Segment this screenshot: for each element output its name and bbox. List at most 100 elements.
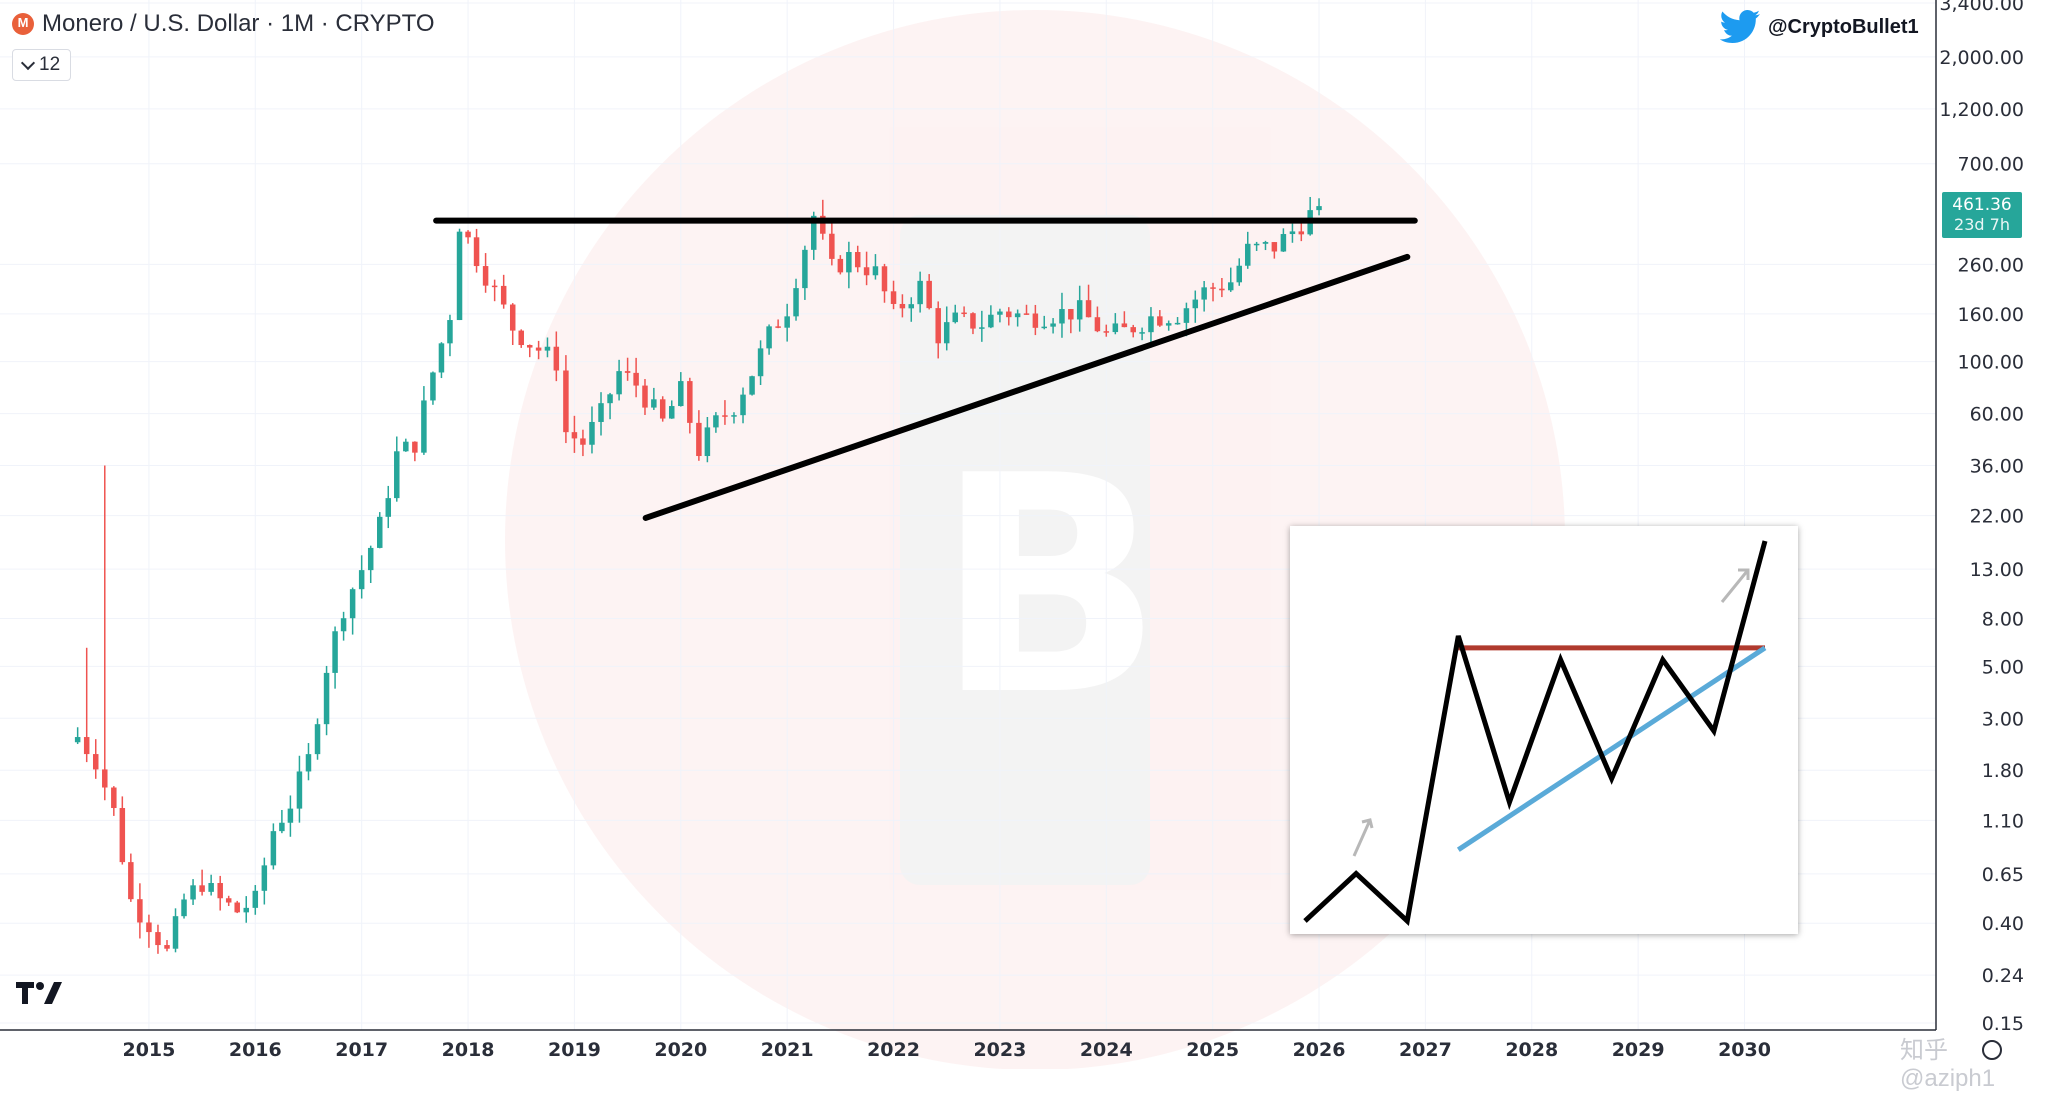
candle bbox=[749, 375, 755, 396]
candle bbox=[829, 220, 835, 266]
candle bbox=[1076, 285, 1083, 332]
candle bbox=[961, 306, 967, 318]
candle bbox=[1139, 327, 1145, 341]
candle bbox=[1262, 240, 1269, 251]
inset-support-line bbox=[1456, 645, 1767, 852]
price-tick-label: 1.80 bbox=[1982, 760, 2024, 782]
last-price-badge: 461.36 23d 7h bbox=[1942, 192, 2022, 238]
candle bbox=[678, 372, 684, 407]
time-tick-label: 2020 bbox=[654, 1039, 707, 1061]
twitter-icon bbox=[1720, 10, 1760, 43]
price-axis[interactable]: 0.15 0.24 0.40 0.65 1.10 1.80 3.00 5.00 8.00 13.0… bbox=[1939, 0, 2024, 1035]
candle bbox=[1085, 284, 1092, 318]
bar-countdown: 23d 7h bbox=[1954, 215, 2010, 234]
time-tick-label: 2016 bbox=[229, 1039, 282, 1061]
tradingview-logo-icon[interactable] bbox=[16, 980, 64, 1014]
time-axis[interactable]: 2015 2016 2017 2018 2019 2020 2021 2022 2023 2024… bbox=[0, 1039, 1771, 1061]
trendlines bbox=[433, 217, 1418, 521]
candle bbox=[793, 278, 799, 321]
candle bbox=[775, 319, 781, 329]
candle bbox=[349, 587, 356, 635]
candle bbox=[659, 396, 666, 422]
inset-arrow-icon bbox=[1352, 818, 1374, 857]
candle bbox=[1059, 292, 1065, 338]
inset-arrow-icon bbox=[1720, 568, 1750, 603]
candle bbox=[589, 406, 595, 454]
candle bbox=[1006, 307, 1012, 326]
candle bbox=[1253, 241, 1260, 251]
indicator-count: 12 bbox=[39, 54, 61, 75]
candle bbox=[651, 387, 657, 410]
candle bbox=[526, 344, 533, 358]
gear-icon[interactable] bbox=[1982, 1040, 2002, 1060]
candle bbox=[482, 253, 489, 293]
candle bbox=[881, 263, 888, 303]
price-tick-label: 700.00 bbox=[1958, 154, 2024, 176]
candle bbox=[164, 940, 170, 952]
candle bbox=[119, 796, 126, 865]
candle bbox=[430, 371, 436, 405]
price-tick-label: 3.00 bbox=[1982, 708, 2024, 730]
candle bbox=[970, 312, 976, 335]
candle bbox=[1245, 231, 1251, 269]
candle bbox=[563, 355, 569, 444]
candle bbox=[988, 305, 994, 329]
candle bbox=[1201, 281, 1207, 312]
candle bbox=[111, 786, 117, 816]
time-tick-label: 2030 bbox=[1718, 1039, 1771, 1061]
candle bbox=[1280, 228, 1287, 252]
candle bbox=[917, 271, 923, 313]
time-tick-label: 2021 bbox=[761, 1039, 814, 1061]
price-tick-label: 100.00 bbox=[1958, 352, 2024, 374]
candle bbox=[740, 387, 746, 424]
price-tick-label: 260.00 bbox=[1958, 254, 2024, 276]
svg-text:B: B bbox=[935, 412, 1164, 761]
candle bbox=[535, 340, 542, 360]
candle bbox=[421, 386, 427, 455]
price-tick-label: 22.00 bbox=[1970, 506, 2024, 528]
candle bbox=[669, 400, 675, 419]
candle bbox=[367, 545, 374, 584]
candle bbox=[190, 879, 196, 905]
candle bbox=[553, 331, 560, 382]
candle bbox=[465, 230, 471, 244]
symbol-header[interactable]: Monero / U.S. Dollar · 1M · CRYPTO bbox=[12, 10, 435, 38]
candle bbox=[1041, 315, 1047, 330]
price-chart[interactable]: B 0.15 0.24 0.40 0.65 1.10 1.80 3.00 5.00 8.00 13… bbox=[0, 0, 2048, 1069]
candle bbox=[305, 743, 312, 781]
candle bbox=[83, 647, 90, 763]
time-tick-label: 2018 bbox=[442, 1039, 495, 1061]
candle bbox=[890, 280, 897, 310]
chevron-down-icon bbox=[20, 55, 36, 70]
candle bbox=[1210, 282, 1216, 302]
candle bbox=[323, 665, 330, 736]
author-handle-text: @CryptoBullet1 bbox=[1768, 15, 1919, 38]
candle bbox=[1165, 320, 1172, 331]
candle bbox=[146, 914, 152, 948]
candle bbox=[296, 755, 303, 823]
candle bbox=[908, 297, 915, 322]
indicators-toggle-button[interactable]: 12 bbox=[12, 49, 72, 81]
candle bbox=[279, 809, 285, 834]
candle bbox=[225, 895, 232, 906]
candle bbox=[261, 857, 268, 905]
candle bbox=[1130, 324, 1136, 338]
candle bbox=[979, 310, 985, 342]
price-tick-label: 0.24 bbox=[1982, 965, 2024, 987]
time-tick-label: 2015 bbox=[122, 1039, 175, 1061]
candle bbox=[899, 294, 906, 318]
candle bbox=[243, 896, 250, 923]
candle bbox=[509, 303, 516, 346]
candle bbox=[1148, 307, 1154, 348]
candle bbox=[571, 415, 578, 453]
time-tick-label: 2025 bbox=[1186, 1039, 1239, 1061]
price-tick-label: 8.00 bbox=[1982, 609, 2024, 631]
candle bbox=[518, 329, 524, 348]
candle bbox=[837, 255, 844, 275]
price-tick-label: 1,200.00 bbox=[1939, 99, 2024, 121]
candle bbox=[757, 340, 764, 386]
candle bbox=[1068, 308, 1074, 334]
candle bbox=[624, 357, 631, 381]
time-tick-label: 2029 bbox=[1612, 1039, 1665, 1061]
price-tick-label: 0.65 bbox=[1982, 864, 2024, 886]
